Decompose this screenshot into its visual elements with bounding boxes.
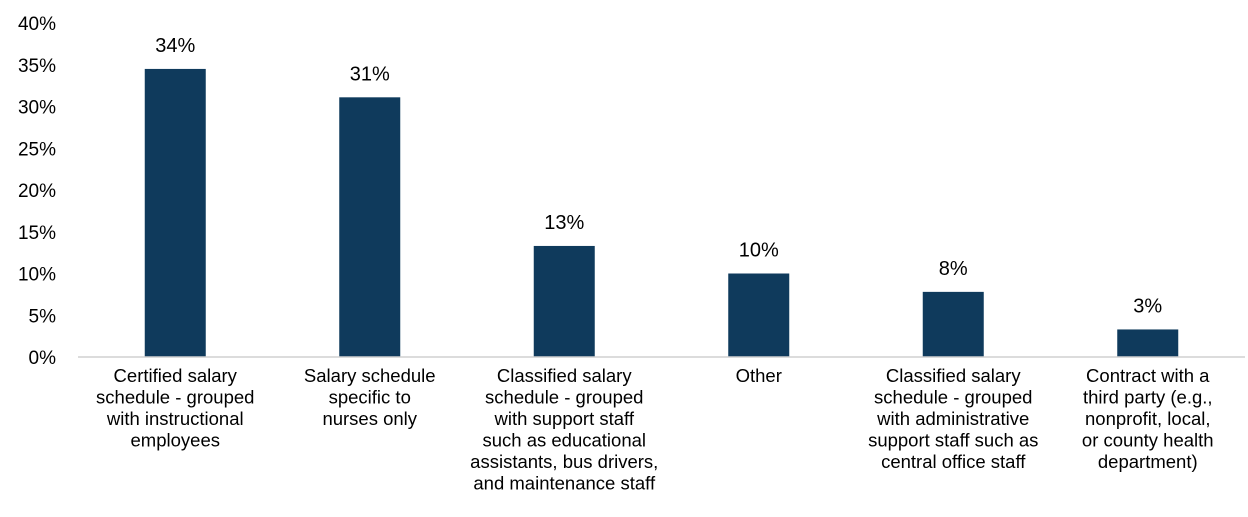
y-tick-label: 30% <box>18 98 56 119</box>
x-category-label-line: Certified salary <box>114 365 238 386</box>
y-axis: 0% 5% 10% 15% 20% 25% 30% 35% 40% <box>18 14 56 369</box>
y-tick-label: 0% <box>29 348 57 369</box>
x-category-label-line: nurses only <box>322 408 417 429</box>
bar <box>728 273 790 357</box>
y-tick-label: 35% <box>18 56 56 77</box>
x-category-label-line: department) <box>1098 451 1198 472</box>
x-category-label-line: nonprofit, local, <box>1085 408 1210 429</box>
x-category-label-line: or county health <box>1082 430 1214 451</box>
value-labels: 34% 31% 13% 10% 8% 3% <box>155 35 1162 318</box>
x-category-label-line: Classified salary <box>886 365 1021 386</box>
x-category-label-line: assistants, bus drivers, <box>470 451 658 472</box>
x-category-label-line: schedule - grouped <box>485 387 643 408</box>
data-label: 8% <box>939 258 968 280</box>
x-category-label-line: schedule - grouped <box>874 387 1032 408</box>
bar <box>533 245 595 357</box>
x-category-label-line: third party (e.g., <box>1083 387 1213 408</box>
x-category-label-line: such as educational <box>482 430 646 451</box>
y-tick-label: 15% <box>18 223 56 244</box>
x-category-label-line: support staff such as <box>868 430 1038 451</box>
bar <box>339 97 401 357</box>
x-category-label-line: Classified salary <box>497 365 632 386</box>
x-category-label-line: specific to <box>329 387 411 408</box>
data-label: 13% <box>544 212 584 234</box>
data-label: 3% <box>1133 295 1162 317</box>
data-label: 34% <box>155 35 195 57</box>
bars <box>144 68 1179 358</box>
y-tick-label: 5% <box>29 306 57 327</box>
x-category-label-line: with administrative <box>876 408 1029 429</box>
x-category-label-line: Salary schedule <box>304 365 436 386</box>
x-category-label-line: employees <box>131 430 220 451</box>
x-category-label-line: Contract with a <box>1086 365 1210 386</box>
data-label: 31% <box>350 63 390 85</box>
x-category-label-line: central office staff <box>881 451 1026 472</box>
y-tick-label: 10% <box>18 265 56 286</box>
x-category-label: Other <box>736 365 782 386</box>
x-category-label-line: Other <box>736 365 782 386</box>
x-category-label-line: with support staff <box>493 408 634 429</box>
data-label: 10% <box>739 240 779 262</box>
bar <box>922 291 984 357</box>
y-tick-label: 25% <box>18 139 56 160</box>
x-category-label-line: with instructional <box>106 408 244 429</box>
bar <box>144 68 206 358</box>
x-category-label-line: and maintenance staff <box>473 473 656 494</box>
bar <box>1117 329 1179 357</box>
y-tick-label: 20% <box>18 181 56 202</box>
y-tick-label: 40% <box>18 14 56 35</box>
x-category-label-line: schedule - grouped <box>96 387 254 408</box>
